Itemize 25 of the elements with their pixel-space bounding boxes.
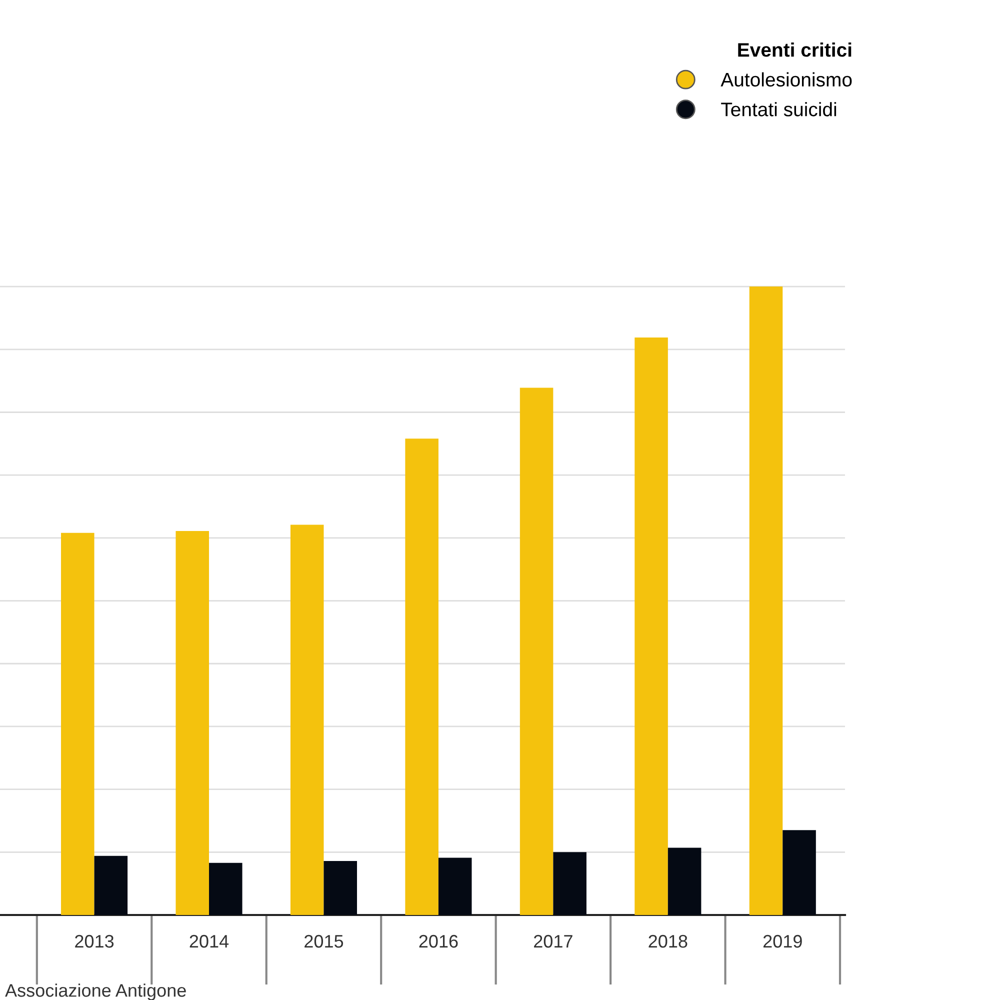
legend-title: Eventi critici — [738, 42, 852, 57]
text: Associazione Antigone — [5, 984, 186, 1000]
x-tick-label: 2019 — [763, 934, 802, 948]
x-tick-label: 2018 — [648, 934, 688, 948]
bar — [176, 531, 210, 915]
bar — [438, 858, 472, 915]
x-tick-label: 2017 — [534, 934, 572, 948]
bar — [94, 856, 128, 915]
bar — [553, 852, 586, 915]
legend-label: Tentati suicidi — [721, 102, 836, 116]
bar — [290, 524, 324, 915]
x-tick-label: 2014 — [190, 934, 229, 948]
bar — [749, 286, 783, 915]
x-tick-label: 2015 — [304, 934, 344, 948]
bar — [782, 830, 816, 915]
x-tick-label: 2016 — [419, 934, 458, 948]
bar — [520, 388, 554, 915]
x-tick-label: 2013 — [75, 934, 114, 948]
bar — [405, 438, 438, 915]
bar — [209, 862, 242, 915]
bar — [61, 532, 94, 915]
bar — [634, 337, 668, 915]
bar — [324, 860, 358, 915]
bar — [668, 848, 702, 915]
legend-label: Autolesionismo — [720, 72, 852, 87]
